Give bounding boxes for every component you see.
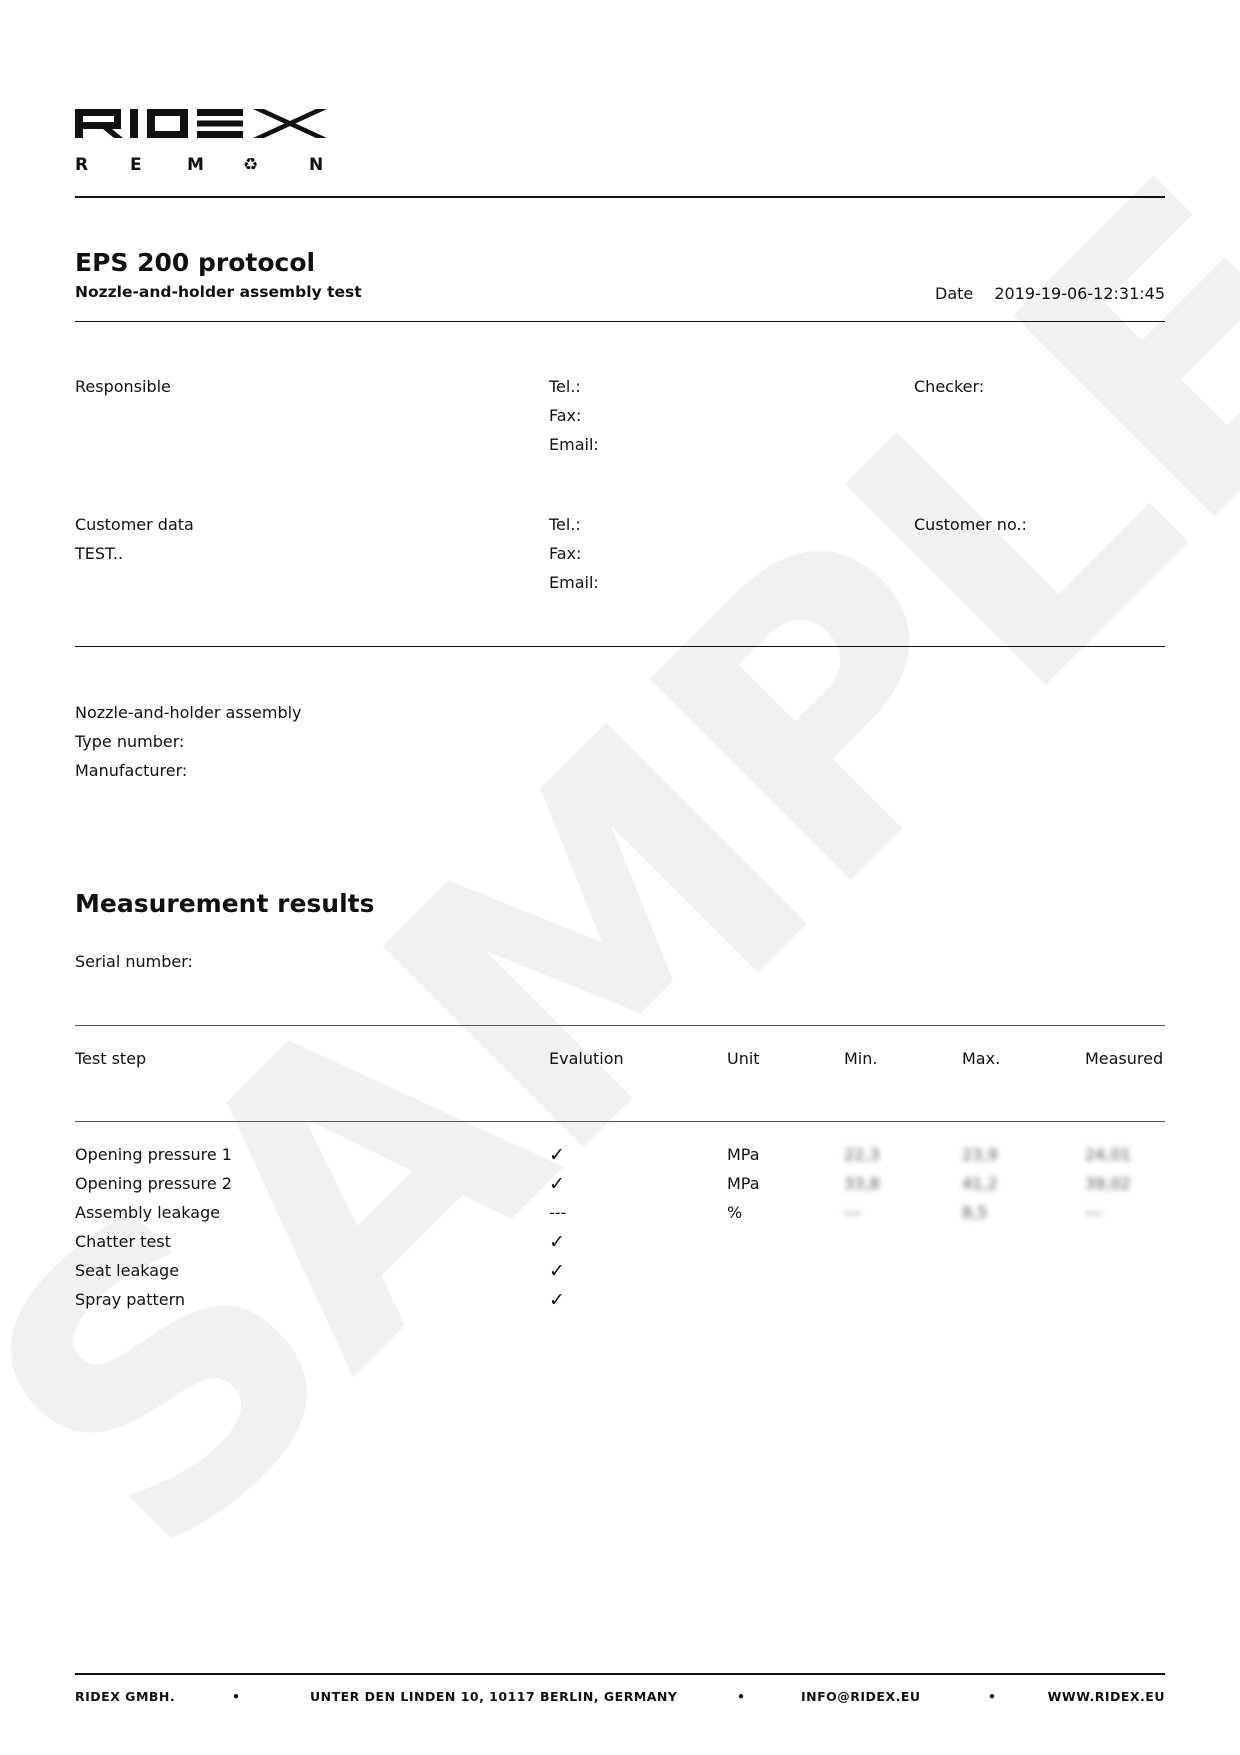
cell-test-step: Spray pattern — [75, 1290, 186, 1309]
assembly-label: Nozzle-and-holder assembly — [75, 703, 302, 722]
cell-min: --- — [844, 1203, 862, 1222]
cell-test-step: Opening pressure 1 — [75, 1145, 232, 1164]
col-unit: Unit — [727, 1049, 760, 1068]
footer-separator: • — [232, 1689, 241, 1704]
cell-min: 33,8 — [844, 1174, 880, 1193]
svg-text:♻: ♻ — [243, 155, 258, 172]
page-title: EPS 200 protocol — [75, 248, 316, 277]
cell-evaluation: --- — [549, 1203, 567, 1222]
serial-number-label: Serial number: — [75, 952, 193, 971]
cell-unit: % — [727, 1203, 743, 1222]
svg-text:R: R — [75, 155, 88, 172]
footer-separator: • — [988, 1689, 997, 1704]
page-subtitle: Nozzle-and-holder assembly test — [75, 283, 362, 301]
cell-test-step: Opening pressure 2 — [75, 1174, 232, 1193]
col-min: Min. — [844, 1049, 878, 1068]
customer-email: Email: — [549, 573, 599, 592]
responsible-email: Email: — [549, 435, 599, 454]
svg-text:E: E — [130, 155, 142, 172]
cell-measured: 39,02 — [1085, 1174, 1131, 1193]
cell-min: 22,3 — [844, 1145, 880, 1164]
customer-fax: Fax: — [549, 544, 582, 563]
svg-text:M: M — [187, 155, 204, 172]
customer-name: TEST.. — [75, 544, 124, 563]
cell-max: 41,2 — [962, 1174, 998, 1193]
cell-evaluation: ✓ — [549, 1144, 565, 1166]
responsible-fax: Fax: — [549, 406, 582, 425]
responsible-tel: Tel.: — [549, 377, 581, 396]
date-label: Date — [935, 284, 974, 303]
footer-address: UNTER DEN LINDEN 10, 10117 BERLIN, GERMA… — [310, 1689, 678, 1704]
manufacturer-label: Manufacturer: — [75, 761, 188, 780]
customer-tel: Tel.: — [549, 515, 581, 534]
cell-unit: MPa — [727, 1174, 760, 1193]
responsible-label: Responsible — [75, 377, 171, 396]
divider — [75, 1025, 1165, 1026]
divider — [75, 321, 1165, 322]
footer-email: INFO@RIDEX.EU — [801, 1689, 921, 1704]
cell-max: 23,9 — [962, 1145, 998, 1164]
col-evaluation: Evalution — [549, 1049, 624, 1068]
results-title: Measurement results — [75, 889, 375, 918]
sample-watermark: SAMPLE — [0, 104, 1240, 1636]
col-test-step: Test step — [75, 1049, 147, 1068]
cell-evaluation: ✓ — [549, 1260, 565, 1282]
cell-measured: --- — [1085, 1203, 1103, 1222]
footer-separator: • — [737, 1689, 746, 1704]
divider — [75, 1121, 1165, 1122]
col-max: Max. — [962, 1049, 1001, 1068]
cell-evaluation: ✓ — [549, 1231, 565, 1253]
divider — [75, 196, 1165, 198]
customer-number-label: Customer no.: — [914, 515, 1027, 534]
cell-measured: 24,01 — [1085, 1145, 1131, 1164]
cell-evaluation: ✓ — [549, 1173, 565, 1195]
col-measured: Measured — [1085, 1049, 1164, 1068]
ridex-reman-logo: R E M ♻ N — [75, 106, 330, 175]
date-value: 2019-19-06-12:31:45 — [994, 284, 1165, 303]
footer-divider — [75, 1673, 1165, 1675]
cell-unit: MPa — [727, 1145, 760, 1164]
type-number-label: Type number: — [75, 732, 185, 751]
divider — [75, 646, 1165, 647]
customer-label: Customer data — [75, 515, 194, 534]
cell-evaluation: ✓ — [549, 1289, 565, 1311]
cell-max: 8,5 — [962, 1203, 988, 1222]
checker-label: Checker: — [914, 377, 985, 396]
cell-test-step: Chatter test — [75, 1232, 171, 1251]
cell-test-step: Assembly leakage — [75, 1203, 221, 1222]
footer-website: WWW.RIDEX.EU — [1047, 1689, 1165, 1704]
footer-company: RIDEX GMBH. — [75, 1689, 176, 1704]
cell-test-step: Seat leakage — [75, 1261, 180, 1280]
svg-text:N: N — [309, 155, 323, 172]
